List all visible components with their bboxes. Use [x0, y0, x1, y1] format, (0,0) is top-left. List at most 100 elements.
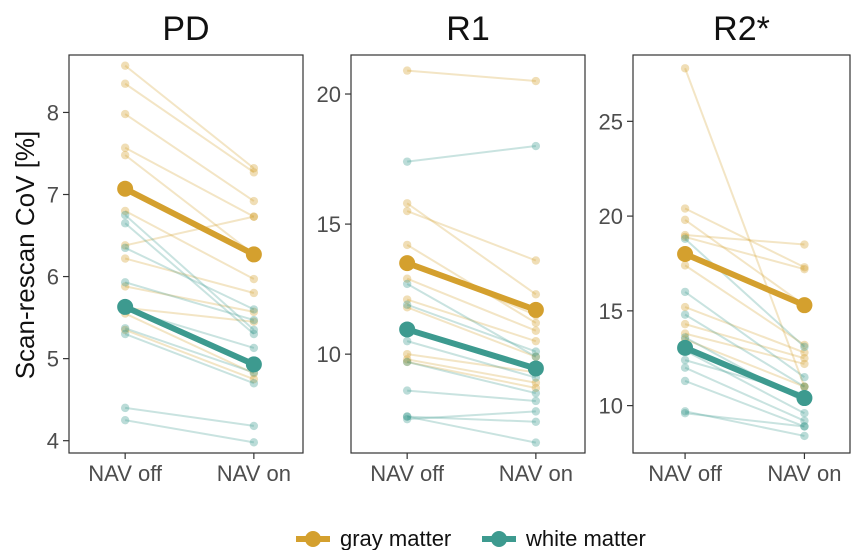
gray-matter-subject-point — [680, 319, 690, 329]
white-matter-subject-point — [120, 243, 130, 253]
gray-matter-subject-point — [800, 348, 809, 357]
white-matter-subject-point — [800, 409, 809, 418]
panel-border — [350, 54, 586, 454]
white-matter-subject-line — [684, 291, 806, 379]
gray-matter-subject-line — [124, 82, 255, 174]
gray-matter-subject-line — [124, 146, 255, 218]
y-tick-label: 15 — [599, 299, 623, 324]
y-tick-label: 7 — [47, 183, 59, 208]
white-matter-subject-point — [249, 329, 259, 339]
y-tick-label: 10 — [599, 394, 623, 419]
gray-matter-mean-line — [406, 260, 537, 313]
y-tick-label: 25 — [599, 109, 623, 134]
white-matter-mean-point — [245, 356, 262, 373]
white-matter-mean-point — [117, 298, 134, 315]
x-tick-label: NAV on — [217, 461, 291, 486]
white-matter-subject-point — [531, 396, 541, 406]
gray-matter-subject-point — [402, 206, 412, 216]
gray-matter-subject-point — [249, 168, 259, 177]
gray-matter-subject-line — [684, 219, 806, 306]
gray-matter-subject-line — [406, 358, 537, 384]
gray-matter-subject-point — [531, 76, 541, 86]
white-matter-subject-point — [531, 388, 541, 398]
gray-matter-subject-line — [407, 69, 536, 83]
gray-matter-subject-point — [120, 206, 130, 216]
gray-matter-subject-point — [249, 196, 259, 206]
gray-matter-subject-point — [120, 61, 130, 70]
gray-matter-subject-point — [531, 336, 541, 346]
white-matter-subject-point — [402, 157, 412, 166]
y-tick-label: 20 — [599, 204, 623, 229]
gray-matter-subject-point — [531, 326, 541, 335]
white-matter-subject-line — [407, 415, 536, 423]
panel-2: R1 10 15 20 NAV off NAV on — [317, 10, 586, 486]
gray-matter-subject-point — [249, 274, 259, 284]
gray-matter-subject-line — [685, 234, 805, 246]
white-matter-subject-line — [124, 214, 255, 331]
white-matter-subject-line — [684, 238, 806, 348]
y-tick-label: 5 — [47, 347, 59, 372]
gray-matter-subject-line — [406, 210, 537, 262]
white-matter-subject-point — [680, 407, 690, 416]
white-matter-subject-point — [402, 412, 412, 421]
gray-matter-subject-point — [402, 303, 412, 312]
white-matter-subject-line — [125, 406, 254, 427]
white-matter-mean-point — [399, 321, 416, 338]
gray-matter-subject-point — [680, 230, 690, 240]
gray-matter-subject-point — [249, 307, 259, 317]
white-matter-subject-point — [680, 409, 690, 418]
white-matter-subject-point — [402, 386, 412, 395]
gray-matter-subject-point — [120, 143, 130, 152]
gray-matter-subject-line — [124, 257, 255, 294]
gray-matter-subject-point — [531, 318, 541, 328]
white-matter-subject-point — [680, 310, 690, 319]
gray-matter-subject-line — [124, 328, 255, 381]
white-matter-mean-line — [123, 304, 256, 368]
white-matter-subject-line — [124, 419, 255, 444]
gray-matter-subject-point — [680, 302, 690, 312]
gray-matter-subject-point — [680, 64, 690, 73]
gray-matter-subject-point — [800, 263, 809, 272]
gray-matter-subject-point — [800, 359, 809, 369]
gray-matter-subject-point — [531, 383, 541, 393]
legend-key-point-white-matter — [491, 531, 507, 547]
gray-matter-subject-line — [124, 312, 255, 375]
white-matter-mean-point — [677, 339, 694, 356]
panel-3: R2* 10 15 20 25 NAV off NAV on — [599, 10, 851, 486]
gray-matter-subject-point — [800, 354, 809, 363]
gray-matter-subject-point — [402, 295, 412, 304]
gray-matter-subject-line — [684, 235, 805, 271]
gray-matter-subject-point — [120, 254, 130, 263]
white-matter-subject-line — [407, 389, 536, 402]
panel-title: R1 — [446, 10, 489, 48]
gray-matter-subject-point — [249, 164, 259, 173]
legend-label-white-matter: white matter — [525, 526, 646, 550]
white-matter-subject-point — [249, 343, 259, 353]
gray-matter-subject-line — [684, 323, 805, 360]
gray-matter-subject-point — [120, 109, 130, 119]
white-matter-subject-point — [800, 382, 809, 391]
gray-matter-subject-point — [402, 199, 412, 208]
white-matter-subject-point — [680, 355, 690, 365]
white-matter-subject-point — [531, 417, 541, 426]
panel-title: R2* — [713, 10, 770, 48]
y-tick-label: 8 — [47, 100, 59, 125]
white-matter-subject-point — [800, 422, 809, 431]
gray-matter-subject-line — [124, 210, 255, 280]
white-matter-subject-point — [249, 315, 259, 325]
white-matter-subject-line — [684, 349, 805, 415]
white-matter-subject-line — [684, 410, 805, 437]
gray-matter-subject-point — [120, 282, 130, 291]
white-matter-subject-point — [680, 287, 690, 297]
white-matter-subject-point — [531, 347, 541, 356]
gray-matter-subject-point — [680, 232, 690, 242]
white-matter-subject-point — [120, 278, 130, 287]
gray-matter-subject-point — [531, 352, 541, 361]
gray-matter-mean-point — [677, 246, 694, 262]
gray-matter-subject-point — [800, 382, 809, 391]
gray-matter-subject-point — [800, 240, 809, 249]
gray-matter-subject-point — [249, 374, 259, 384]
gray-matter-mean-point — [245, 246, 262, 263]
white-matter-subject-point — [531, 141, 541, 151]
